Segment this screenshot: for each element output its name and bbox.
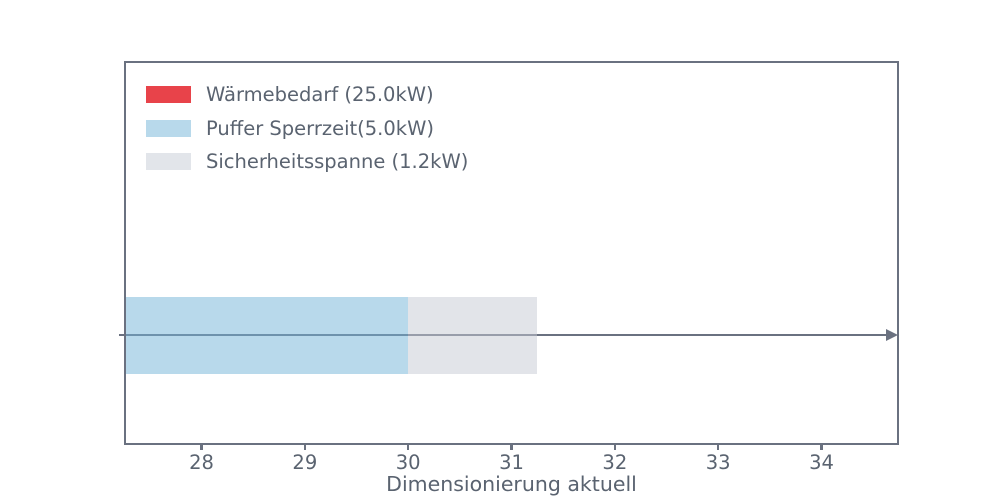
plot-area: Wärmebedarf (25.0kW) Puffer Sperrzeit(5.0… <box>119 61 899 496</box>
x-tick-label: 28 <box>189 451 214 474</box>
x-axis-label: Dimensionierung aktuell <box>386 472 637 496</box>
x-tick-mark <box>717 445 720 450</box>
legend-label: Sicherheitsspanne (1.2kW) <box>206 150 469 173</box>
legend-row: Sicherheitsspanne (1.2kW) <box>146 145 468 179</box>
legend: Wärmebedarf (25.0kW) Puffer Sperrzeit(5.0… <box>146 78 468 179</box>
legend-swatch-icon <box>146 153 191 171</box>
bar-segment <box>408 296 538 374</box>
x-tick-mark <box>407 445 410 450</box>
legend-row: Wärmebedarf (25.0kW) <box>146 78 468 112</box>
x-tick-mark <box>820 445 823 450</box>
arrow-right-icon <box>886 328 898 341</box>
x-tick-mark <box>200 445 203 450</box>
x-tick-mark <box>303 445 306 450</box>
x-tick-label: 31 <box>499 451 524 474</box>
x-tick-label: 32 <box>602 451 628 474</box>
x-tick-label: 34 <box>809 451 834 474</box>
legend-row: Puffer Sperrzeit(5.0kW) <box>146 112 468 146</box>
x-tick-mark <box>613 445 616 450</box>
legend-label: Puffer Sperrzeit(5.0kW) <box>206 116 434 140</box>
legend-label: Wärmebedarf (25.0kW) <box>206 83 434 106</box>
bar-segment <box>124 296 409 374</box>
x-tick-mark <box>510 445 513 450</box>
x-tick-label: 30 <box>395 451 421 474</box>
legend-swatch-icon <box>146 119 191 137</box>
legend-swatch-icon <box>146 86 191 104</box>
x-tick-label: 33 <box>705 451 731 474</box>
x-tick-label: 29 <box>292 451 318 474</box>
